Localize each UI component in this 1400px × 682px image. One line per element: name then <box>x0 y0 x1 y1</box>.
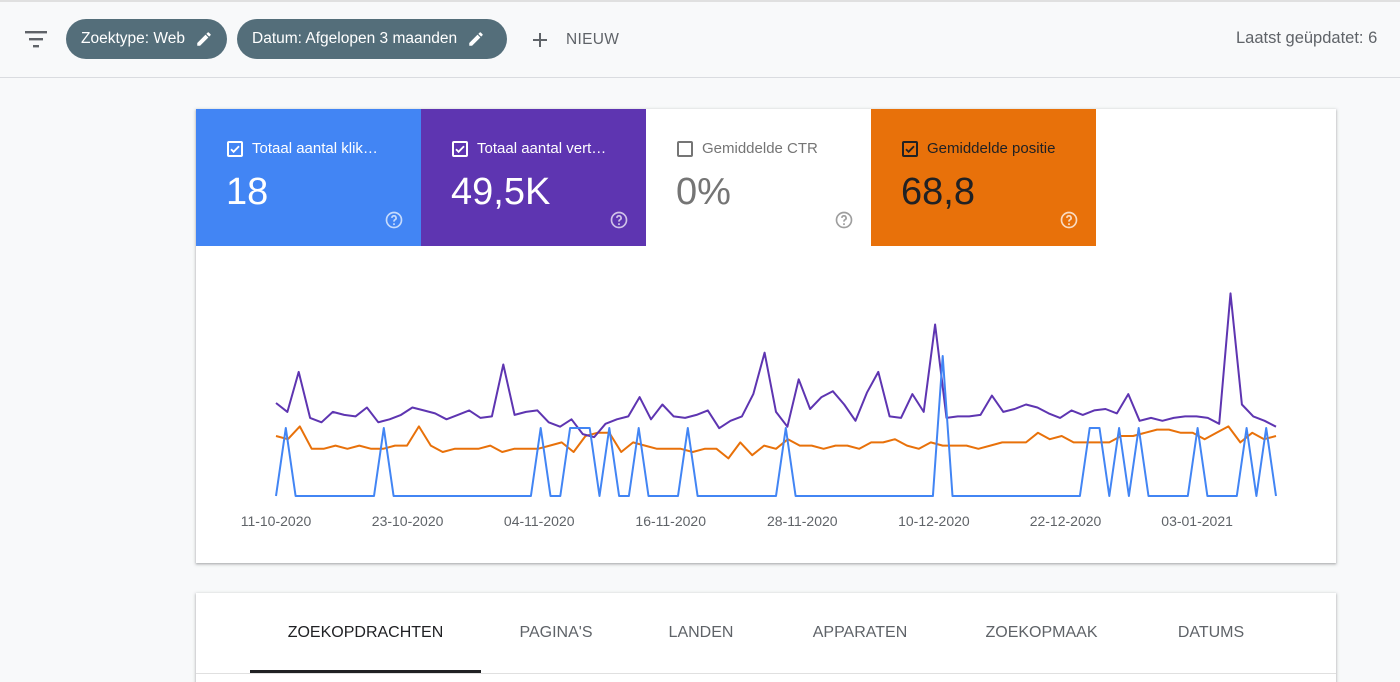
series-line-totaal-aantal-klikken <box>275 355 1277 497</box>
search-type-chip-label: Zoektype: Web <box>81 30 185 47</box>
metric-header: Totaal aantal vert… <box>452 140 606 157</box>
pencil-icon <box>197 32 211 46</box>
metric-title: Totaal aantal vert… <box>477 140 607 157</box>
series-line-gemiddelde-positie <box>275 425 1277 460</box>
performance-card: Totaal aantal klik… 18 Totaal aantal ver… <box>196 109 1336 563</box>
help-icon[interactable] <box>609 210 629 230</box>
help-icon[interactable] <box>384 210 404 230</box>
checkbox-checked-icon[interactable] <box>902 140 918 157</box>
x-tick-label: 16-11-2020 <box>635 513 706 529</box>
tabs-divider <box>196 673 1336 674</box>
search-type-chip[interactable]: Zoektype: Web <box>66 19 227 59</box>
metric-value: 68,8 <box>901 171 975 213</box>
checkbox-unchecked-icon[interactable] <box>677 140 693 157</box>
dimension-tabs: ZOEKOPDRACHTEN PAGINA'S LANDEN APPARATEN… <box>196 593 1336 682</box>
metric-title: Totaal aantal klik… <box>252 140 378 157</box>
metric-average-position[interactable]: Gemiddelde positie 68,8 <box>871 109 1096 246</box>
metric-value: 0% <box>676 171 731 213</box>
date-range-chip-label: Datum: Afgelopen 3 maanden <box>252 30 458 47</box>
x-tick-label: 28-11-2020 <box>767 513 838 529</box>
pencil-icon <box>469 32 483 46</box>
tab-apparaten[interactable]: APPARATEN <box>812 624 908 641</box>
x-tick-label: 10-12-2020 <box>898 513 970 529</box>
metric-value: 49,5K <box>451 171 551 213</box>
x-tick-label: 11-10-2020 <box>241 513 312 529</box>
metric-total-impressions[interactable]: Totaal aantal vert… 49,5K <box>421 109 646 246</box>
x-tick-label: 23-10-2020 <box>372 513 444 529</box>
metric-title: Gemiddelde CTR <box>702 140 818 157</box>
tab-paginas[interactable]: PAGINA'S <box>519 624 593 641</box>
metric-total-clicks[interactable]: Totaal aantal klik… 18 <box>196 109 421 246</box>
help-icon[interactable] <box>834 210 854 230</box>
new-filter-button[interactable]: NIEUW <box>528 24 619 56</box>
active-tab-indicator <box>250 670 481 673</box>
performance-line-chart[interactable]: 11-10-2020 23-10-2020 04-11-2020 16-11-2020… <box>196 246 1336 563</box>
metric-header: Gemiddelde CTR <box>677 140 818 157</box>
x-tick-label: 03-01-2021 <box>1161 513 1233 529</box>
x-tick-label: 04-11-2020 <box>504 513 575 529</box>
tab-datums[interactable]: DATUMS <box>1177 624 1245 641</box>
metric-title: Gemiddelde positie <box>927 140 1056 157</box>
tab-landen[interactable]: LANDEN <box>668 624 734 641</box>
help-icon[interactable] <box>1059 210 1079 230</box>
new-filter-label: NIEUW <box>566 31 620 48</box>
series-line-totaal-aantal-vertoningen <box>275 292 1277 439</box>
x-tick-label: 22-12-2020 <box>1030 513 1102 529</box>
last-updated-text: Laatst geüpdatet: 6 <box>1236 29 1378 47</box>
tab-zoekopmaak[interactable]: ZOEKOPMAAK <box>985 624 1098 641</box>
plus-icon <box>533 33 547 47</box>
date-range-chip[interactable]: Datum: Afgelopen 3 maanden <box>237 19 507 59</box>
metric-header: Gemiddelde positie <box>902 140 1055 157</box>
metric-header: Totaal aantal klik… <box>227 140 378 157</box>
checkbox-checked-icon[interactable] <box>227 140 243 157</box>
metric-average-ctr[interactable]: Gemiddelde CTR 0% <box>646 109 871 246</box>
filter-list-icon[interactable] <box>24 29 48 49</box>
filter-toolbar: Zoektype: Web Datum: Afgelopen 3 maanden… <box>0 0 1400 78</box>
checkbox-checked-icon[interactable] <box>452 140 468 157</box>
tab-zoekopdrachten[interactable]: ZOEKOPDRACHTEN <box>287 624 444 641</box>
metric-value: 18 <box>226 171 269 213</box>
